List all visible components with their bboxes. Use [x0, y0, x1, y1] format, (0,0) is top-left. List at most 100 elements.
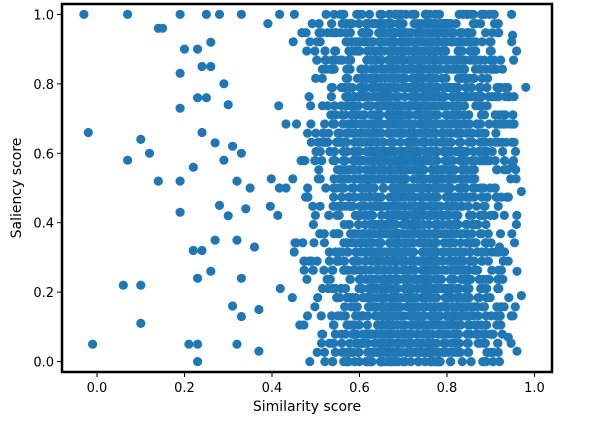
scatter-point: [474, 293, 484, 303]
scatter-point: [338, 156, 348, 166]
scatter-point: [374, 265, 384, 275]
scatter-point: [175, 68, 185, 78]
scatter-point: [434, 101, 444, 111]
scatter-point: [487, 329, 497, 339]
scatter-point: [228, 301, 238, 311]
scatter-point: [236, 9, 246, 19]
scatter-point: [422, 238, 432, 248]
scatter-point: [481, 28, 491, 38]
scatter-point: [402, 302, 412, 312]
scatter-point: [458, 174, 468, 184]
scatter-point: [274, 183, 284, 193]
scatter-point: [337, 338, 347, 348]
scatter-point: [175, 207, 185, 217]
scatter-point: [433, 283, 443, 294]
scatter-point: [366, 82, 376, 93]
scatter-point: [472, 320, 482, 330]
scatter-point: [438, 320, 448, 330]
scatter-point: [329, 9, 339, 19]
scatter-point: [314, 165, 324, 175]
scatter-point: [397, 320, 407, 330]
scatter-point: [275, 9, 285, 19]
scatter-point: [336, 82, 346, 93]
scatter-point: [418, 119, 428, 129]
scatter-point: [329, 183, 339, 193]
scatter-point: [427, 128, 437, 138]
scatter-point: [468, 183, 478, 193]
scatter-point: [302, 274, 312, 284]
scatter-point: [419, 110, 429, 120]
scatter-point: [417, 320, 427, 330]
scatter-point: [219, 155, 229, 165]
scatter-point: [454, 338, 464, 348]
scatter-point: [428, 55, 438, 65]
scatter-point: [456, 238, 466, 248]
scatter-point: [485, 37, 495, 47]
scatter-point: [305, 37, 315, 47]
scatter-point: [319, 238, 329, 248]
scatter-point: [328, 119, 338, 129]
scatter-point: [351, 247, 361, 257]
scatter-point: [313, 293, 323, 303]
scatter-point: [343, 247, 353, 257]
scatter-point: [385, 192, 395, 202]
scatter-point: [359, 156, 369, 166]
scatter-point: [463, 338, 473, 348]
scatter-point: [343, 55, 353, 65]
scatter-point: [330, 46, 340, 56]
scatter-point: [365, 37, 375, 47]
scatter-point: [315, 146, 325, 157]
scatter-point: [451, 283, 461, 294]
scatter-point: [201, 9, 211, 19]
scatter-point: [281, 183, 291, 193]
scatter-point: [471, 329, 481, 339]
scatter-point: [423, 329, 433, 339]
scatter-point: [352, 210, 362, 220]
scatter-point: [370, 347, 380, 357]
scatter-point: [273, 210, 283, 220]
scatter-point: [188, 245, 198, 256]
scatter-point: [408, 137, 418, 147]
scatter-point: [399, 219, 409, 230]
scatter-point: [420, 183, 431, 193]
scatter-point: [193, 357, 203, 367]
scatter-point: [158, 23, 168, 33]
scatter-point: [310, 156, 320, 166]
scatter-point: [494, 357, 504, 367]
scatter-point: [291, 119, 302, 129]
scatter-point: [407, 293, 417, 303]
scatter-point: [468, 146, 479, 157]
scatter-point: [424, 347, 434, 357]
scatter-point: [509, 238, 520, 248]
scatter-point: [500, 92, 510, 102]
scatter-point: [320, 55, 330, 65]
scatter-point: [493, 283, 503, 294]
scatter-point: [404, 128, 414, 138]
scatter-point: [512, 266, 522, 276]
scatter-point: [494, 274, 504, 284]
scatter-point: [397, 19, 407, 29]
scatter-point: [404, 283, 414, 294]
scatter-point: [349, 320, 359, 330]
scatter-point: [467, 165, 477, 175]
scatter-point: [357, 311, 367, 321]
scatter-point: [118, 280, 128, 290]
scatter-point: [396, 329, 406, 339]
scatter-point: [442, 128, 452, 138]
scatter-point: [324, 256, 334, 266]
scatter-point: [481, 320, 491, 330]
scatter-point: [411, 347, 421, 357]
scatter-point: [395, 247, 406, 257]
scatter-point: [339, 183, 349, 193]
scatter-point: [376, 101, 386, 111]
scatter-point: [175, 9, 185, 19]
scatter-point: [344, 128, 354, 138]
scatter-point: [414, 229, 424, 239]
scatter-point: [366, 174, 377, 184]
scatter-point: [352, 73, 362, 83]
scatter-point: [451, 19, 461, 29]
scatter-point: [301, 28, 311, 38]
scatter-point: [503, 256, 513, 266]
scatter-point: [350, 302, 360, 312]
scatter-point: [500, 82, 510, 93]
